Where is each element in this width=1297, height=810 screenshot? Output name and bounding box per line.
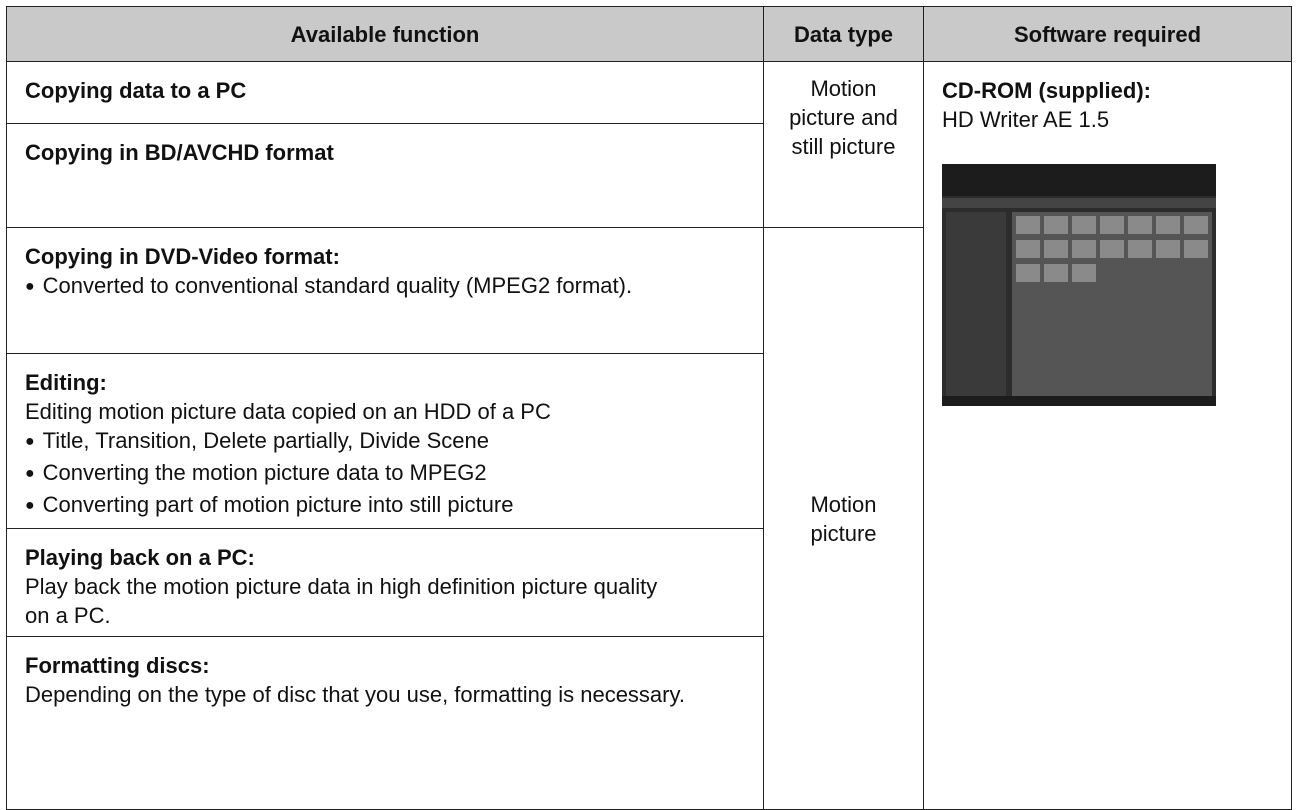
function-cell: Copying in DVD-Video format:Converted to… — [6, 227, 764, 354]
row: Editing: Editing motion picture data copi… — [6, 353, 1292, 529]
row: Copying in BD/AVCHD format — [6, 123, 1292, 228]
function-cell: Copying data to a PC — [6, 61, 764, 124]
software-name: HD Writer AE 1.5 — [942, 107, 1110, 132]
function-title: Copying in BD/AVCHD format — [25, 140, 334, 165]
software-screenshot — [942, 164, 1216, 406]
data-type-cell: Motion picture — [763, 227, 924, 810]
row: Formatting discs: Depending on the type o… — [6, 636, 1292, 810]
function-title: Playing back on a PC: — [25, 545, 255, 570]
header-cell: Software required — [923, 6, 1292, 62]
function-cell: Editing: Editing motion picture data copi… — [6, 353, 764, 529]
function-cell: Formatting discs: Depending on the type o… — [6, 636, 764, 810]
header-cell: Available function — [6, 6, 764, 62]
function-table: Available function Data type Software re… — [6, 6, 1292, 810]
function-title: Copying in DVD-Video format: — [25, 244, 340, 269]
bullet: Title, Transition, Delete partially, Div… — [25, 426, 749, 458]
row: Copying data to a PC Motion picture and … — [6, 61, 1292, 810]
function-text: Depending on the type of disc that you u… — [25, 682, 685, 707]
data-type-cell: Motion picture and still picture — [763, 61, 924, 228]
data-type: Motion picture — [810, 491, 877, 546]
data-type: Motion picture and still picture — [789, 76, 898, 159]
function-title: Editing: — [25, 370, 107, 395]
function-cell: Playing back on a PC: Play back the motio… — [6, 528, 764, 637]
header-row: Available function Data type Software re… — [6, 6, 1292, 62]
bullet: Converted to conventional standard quali… — [25, 271, 749, 303]
function-cell: Copying in BD/AVCHD format — [6, 123, 764, 228]
row: Copying in DVD-Video format:Converted to… — [6, 227, 1292, 810]
function-text: Editing motion picture data copied on an… — [25, 399, 551, 424]
software-cell: CD-ROM (supplied): HD Writer AE 1.5 — [923, 61, 1292, 810]
function-title: Formatting discs: — [25, 653, 210, 678]
bullet: Converting part of motion picture into s… — [25, 490, 749, 522]
bullet: Converting the motion picture data to MP… — [25, 458, 749, 490]
function-title: Copying data to a PC — [25, 78, 247, 103]
header-cell: Data type — [763, 6, 924, 62]
software-title: CD-ROM (supplied): — [942, 78, 1151, 103]
row: Playing back on a PC: Play back the motio… — [6, 528, 1292, 637]
function-text: Play back the motion picture data in hig… — [25, 574, 658, 628]
